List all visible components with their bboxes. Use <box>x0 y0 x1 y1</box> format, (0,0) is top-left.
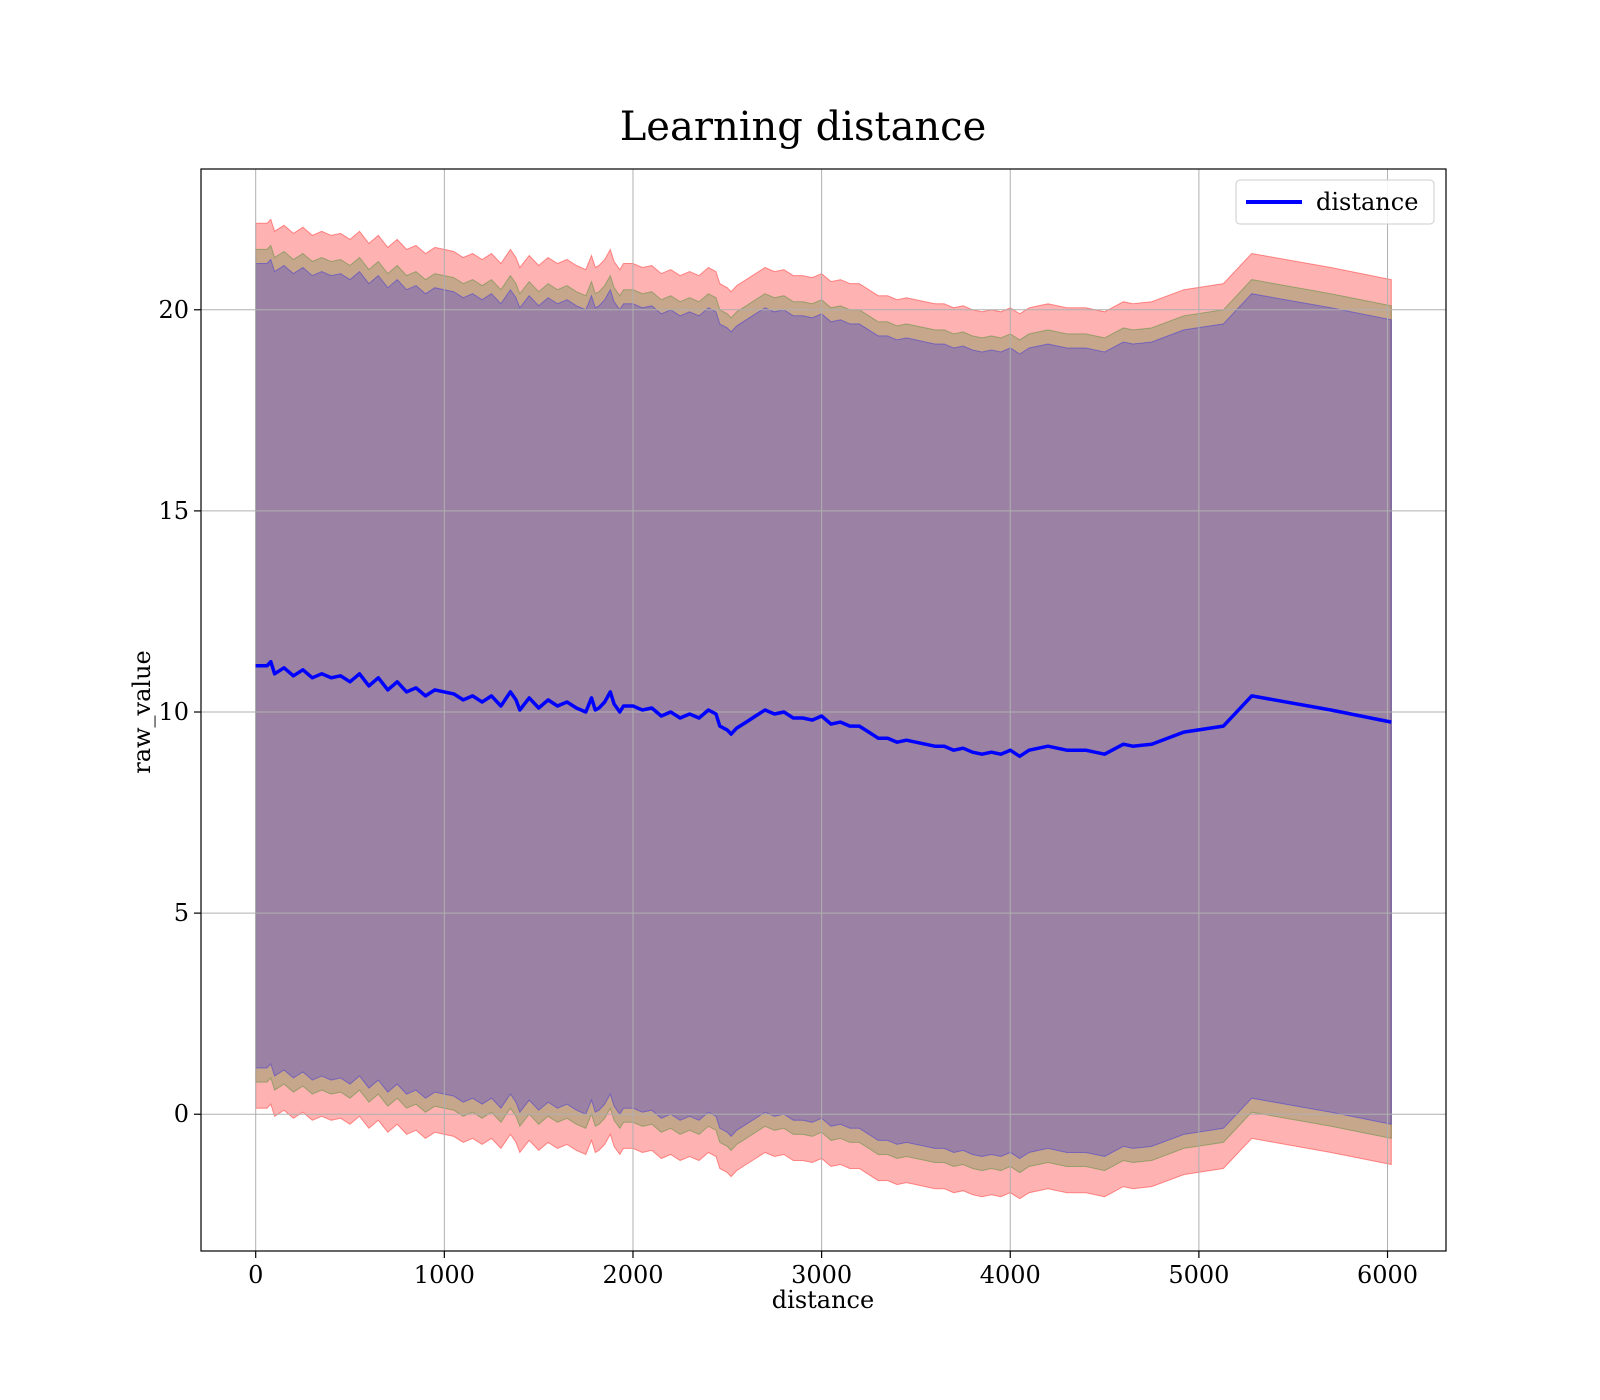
series-line-distance <box>255 659 1392 759</box>
x-tick-label: 5000 <box>1168 1261 1229 1289</box>
legend-label-distance: distance <box>1316 188 1418 216</box>
y-tick-label: 20 <box>158 296 189 324</box>
x-tick-label: 6000 <box>1357 1261 1418 1289</box>
x-axis-label: distance <box>772 1286 874 1314</box>
series-lines <box>255 659 1392 759</box>
legend: distance <box>1235 179 1435 225</box>
uncertainty-bands <box>255 218 1392 1200</box>
x-tick-label: 1000 <box>414 1261 475 1289</box>
y-axis-ticks: 0 5 10 15 20 <box>158 296 201 1128</box>
y-axis-label: raw_value <box>128 650 156 774</box>
band-0 <box>255 218 1392 1200</box>
band-2 <box>255 258 1392 1160</box>
band-1 <box>255 244 1392 1174</box>
x-tick-label: 2000 <box>602 1261 663 1289</box>
y-tick-label: 10 <box>158 698 189 726</box>
chart-title: Learning distance <box>620 104 987 150</box>
x-tick-label: 4000 <box>980 1261 1041 1289</box>
y-tick-label: 15 <box>158 497 189 525</box>
legend-box <box>1235 179 1435 225</box>
plot-frame <box>200 168 1447 1252</box>
y-tick-label: 5 <box>174 899 189 927</box>
x-tick-label: 3000 <box>791 1261 852 1289</box>
y-tick-label: 0 <box>174 1100 189 1128</box>
x-tick-label: 0 <box>248 1261 263 1289</box>
x-axis-ticks: 0 1000 2000 3000 4000 5000 6000 <box>248 1251 1418 1289</box>
